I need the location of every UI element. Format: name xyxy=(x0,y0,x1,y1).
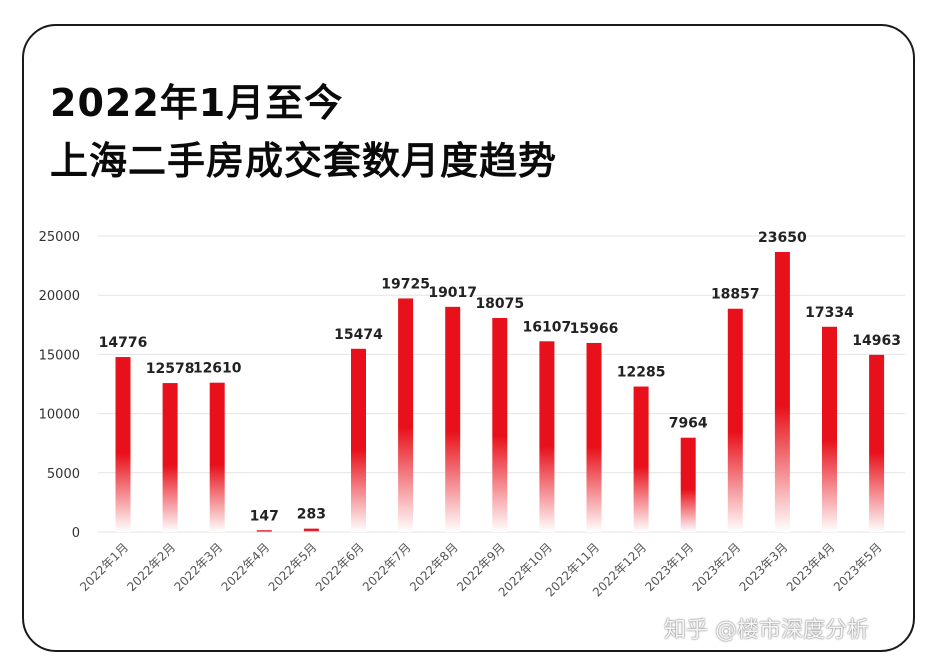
y-tick-label: 25000 xyxy=(39,230,80,245)
watermark: 知乎 @楼市深度分析 xyxy=(664,618,869,643)
data-label: 14963 xyxy=(852,333,901,349)
data-label: 23650 xyxy=(758,230,807,246)
x-tick-label: 2023年4月 xyxy=(784,540,838,594)
y-tick-label: 10000 xyxy=(39,408,80,423)
bar xyxy=(680,437,696,532)
data-label: 18075 xyxy=(475,296,524,312)
y-axis-ticks: 0 5000 10000 15000 20000 25000 xyxy=(39,230,80,541)
data-label: 14776 xyxy=(99,335,148,351)
bar xyxy=(822,326,837,532)
x-tick-label: 2023年3月 xyxy=(737,540,791,594)
chart-card xyxy=(22,24,915,652)
chart-title-line1: 2022年1月至今 xyxy=(50,81,344,125)
data-label: 283 xyxy=(297,507,326,523)
data-label: 17334 xyxy=(805,305,854,321)
bar xyxy=(774,251,790,532)
data-label: 16107 xyxy=(523,319,572,335)
x-tick-label: 2022年6月 xyxy=(313,540,367,594)
data-label: 19725 xyxy=(381,276,430,292)
y-tick-label: 0 xyxy=(72,526,80,541)
x-tick-label: 2023年5月 xyxy=(831,540,885,594)
x-tick-label: 2023年2月 xyxy=(690,540,744,594)
x-tick-label: 2022年7月 xyxy=(360,540,414,594)
x-tick-label: 2023年1月 xyxy=(642,540,696,594)
data-label: 12610 xyxy=(193,361,242,377)
data-label: 12285 xyxy=(617,365,666,381)
x-tick-label: 2022年2月 xyxy=(124,540,178,594)
data-label: 147 xyxy=(250,508,279,524)
bar xyxy=(209,382,225,532)
bar xyxy=(303,528,319,532)
x-tick-label: 2022年8月 xyxy=(407,540,461,594)
y-tick-label: 5000 xyxy=(47,467,80,482)
data-label: 15966 xyxy=(570,321,619,337)
chart-title-line2: 上海二手房成交套数月度趋势 xyxy=(50,139,558,183)
bar xyxy=(162,383,178,532)
bar xyxy=(539,341,555,532)
bar xyxy=(256,530,272,532)
bar xyxy=(727,308,743,532)
bar xyxy=(586,342,602,532)
bar xyxy=(115,357,131,532)
bar xyxy=(633,386,649,532)
y-tick-label: 15000 xyxy=(39,348,80,363)
y-tick-label: 20000 xyxy=(39,289,80,304)
x-tick-label: 2022年3月 xyxy=(171,540,225,594)
data-label: 7964 xyxy=(669,416,708,432)
x-tick-label: 2022年4月 xyxy=(219,540,273,594)
bar xyxy=(869,354,885,532)
data-label: 19017 xyxy=(428,285,477,301)
data-label: 18857 xyxy=(711,287,760,303)
bar xyxy=(351,348,366,532)
data-label: 12578 xyxy=(146,361,195,377)
x-tick-label: 2022年1月 xyxy=(77,540,131,594)
data-label: 15474 xyxy=(334,327,383,343)
x-axis-ticks: 2022年1月2022年2月2022年3月2022年4月2022年5月2022年… xyxy=(77,540,884,599)
bar xyxy=(445,306,461,532)
x-tick-label: 2022年5月 xyxy=(266,540,320,594)
bar xyxy=(492,317,508,532)
bar xyxy=(398,298,414,532)
bars xyxy=(115,251,885,532)
